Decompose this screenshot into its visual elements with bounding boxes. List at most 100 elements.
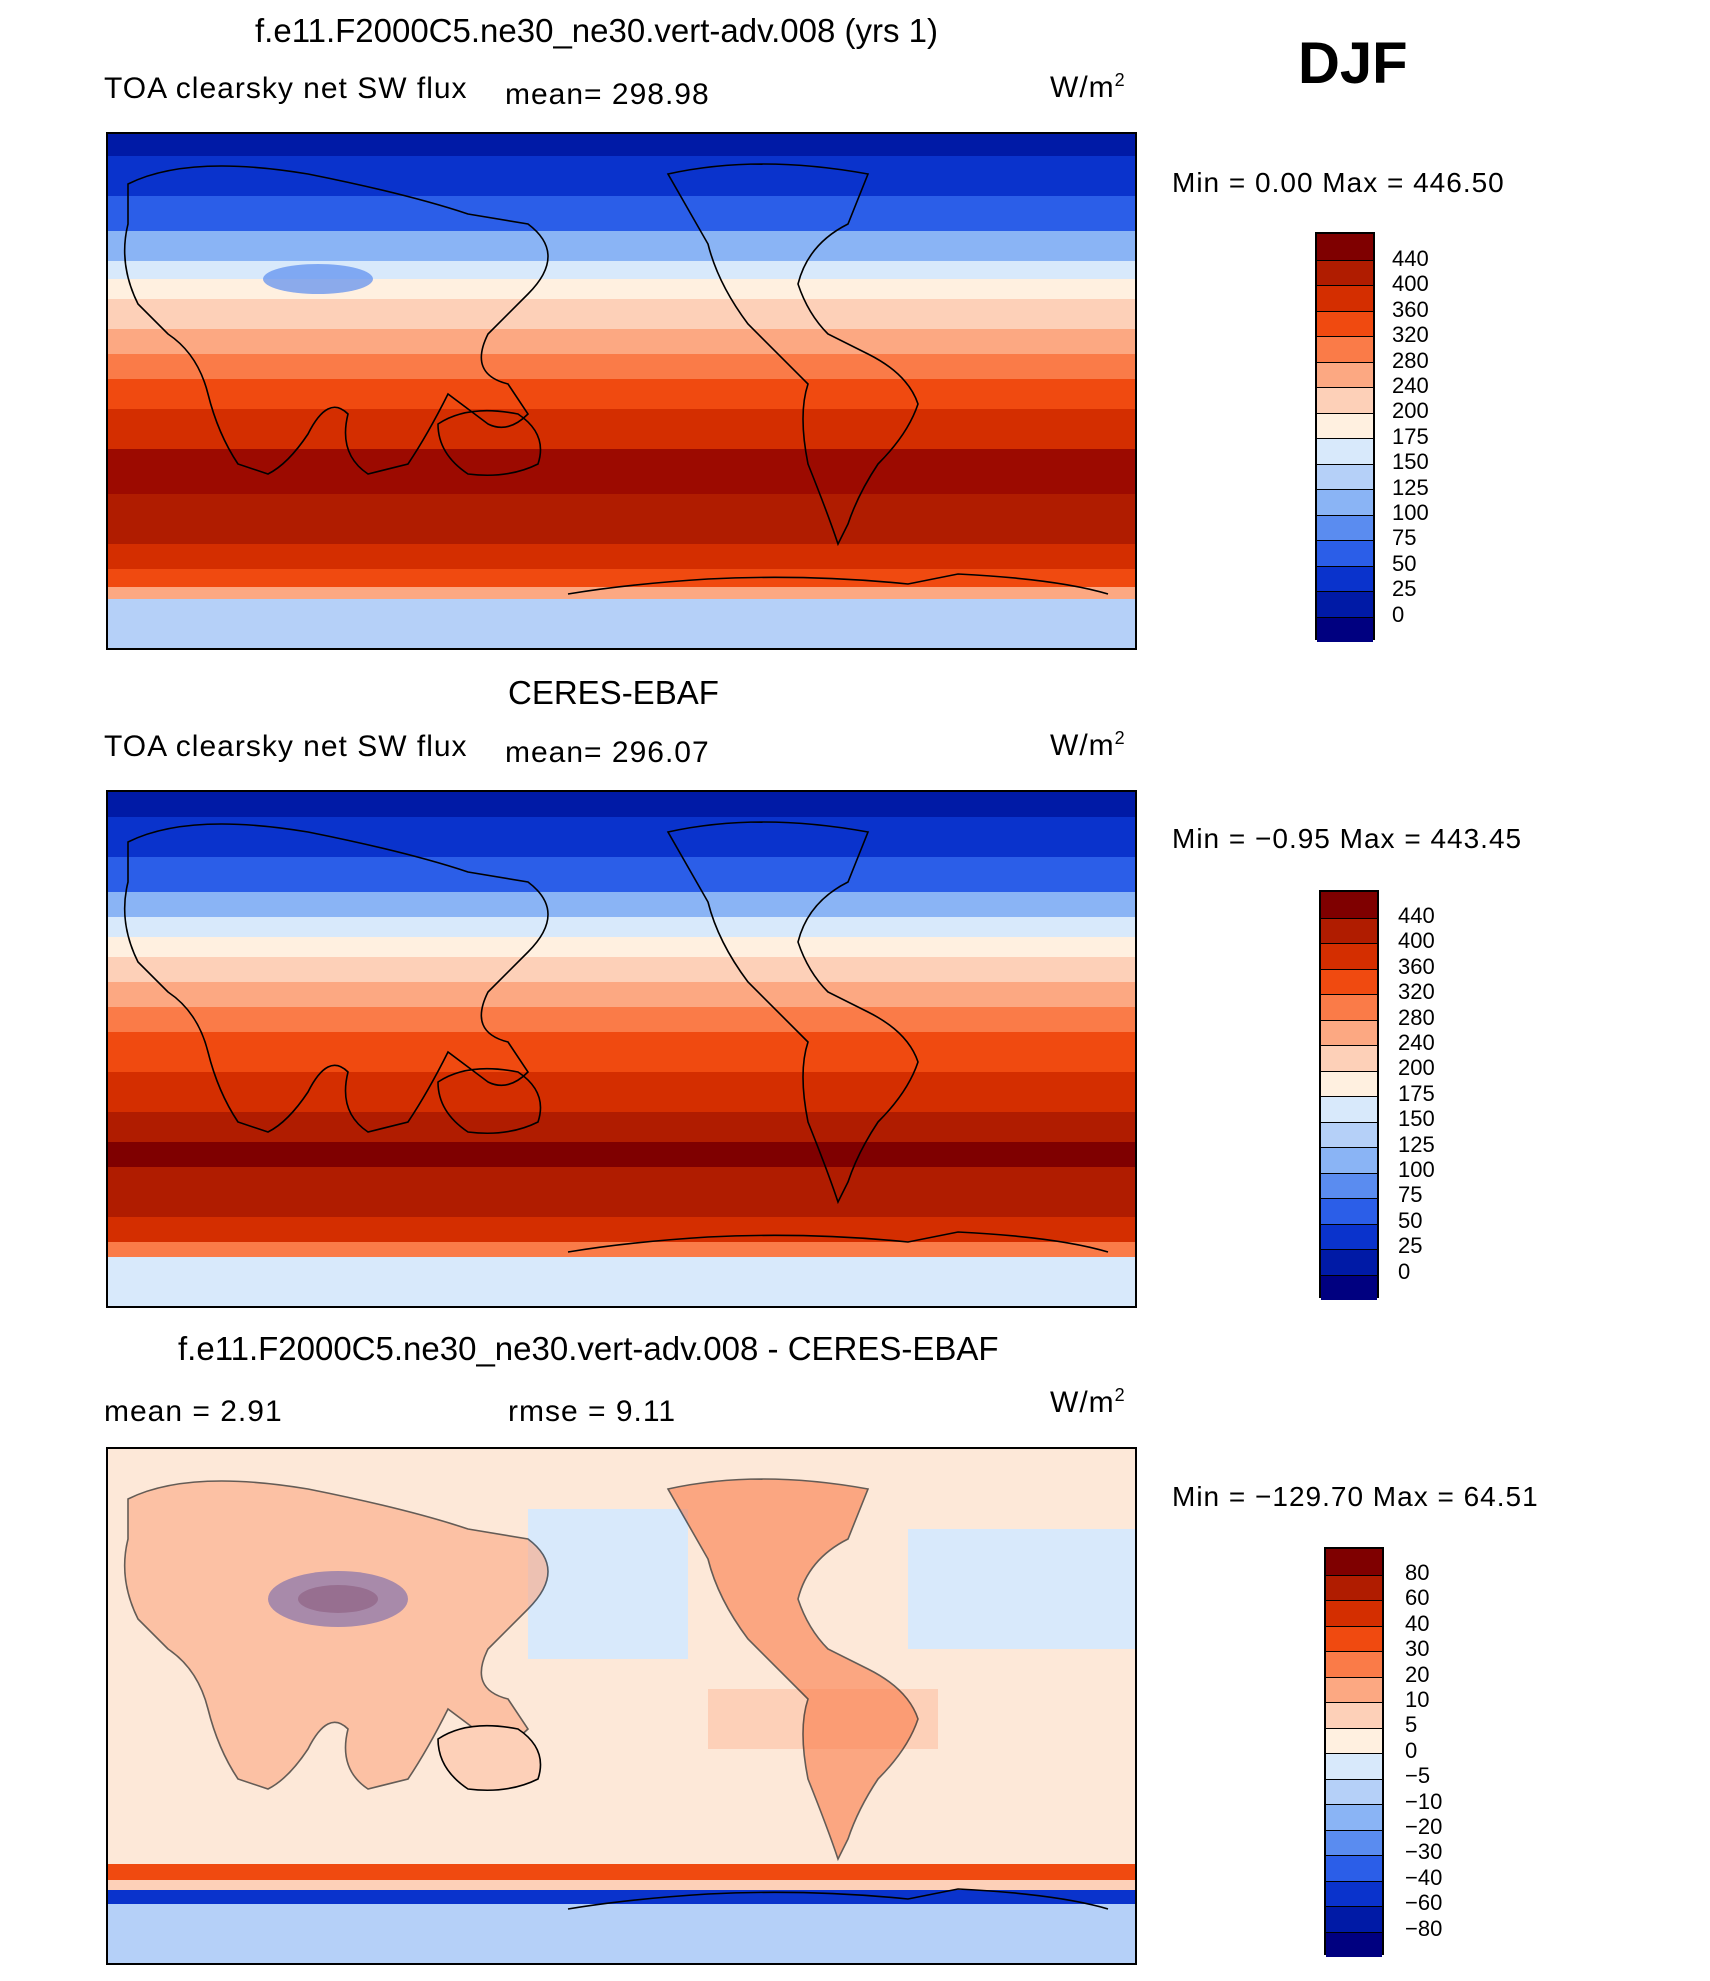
colorbar-swatch [1317,565,1373,591]
colorbar-swatch [1321,1147,1377,1173]
colorbar-tick-label: −20 [1405,1814,1443,1839]
colorbar-swatch [1326,1753,1382,1779]
panel-2-title: CERES-EBAF [508,674,719,711]
colorbar-tick-label: 40 [1405,1610,1430,1636]
colorbar-swatch [1326,1931,1382,1957]
colorbar-tick-label: 0 [1405,1737,1418,1763]
colorbar-swatch [1317,336,1373,362]
colorbar-tick-label: −80 [1405,1915,1443,1941]
colorbar-tick-label: 150 [1392,449,1429,475]
panel-3-map [106,1447,1137,1965]
colorbar-tick-label: 100 [1392,500,1429,525]
colorbar-tick-label: 280 [1398,1004,1435,1030]
colorbar-tick-label: 125 [1392,474,1429,500]
colorbar-tick-label: 80 [1405,1560,1430,1585]
colorbar-swatch [1326,1880,1382,1906]
colorbar-tick-label: −60 [1405,1890,1443,1916]
colorbar-tick-label: −5 [1405,1763,1431,1789]
colorbar-swatch [1326,1625,1382,1651]
colorbar-swatch [1317,285,1373,311]
panel-2-minmax: Min = −0.95 Max = 443.45 [1172,823,1523,854]
colorbar-swatch [1321,1249,1377,1275]
colorbar-tick-label: 440 [1392,246,1429,271]
colorbar-swatch [1326,1651,1382,1677]
colorbar-tick-label: 320 [1398,979,1435,1005]
panel-1-map [106,132,1137,650]
colorbar-tick-label: 400 [1392,271,1429,297]
colorbar-swatch [1326,1600,1382,1626]
colorbar-swatch [1317,616,1373,642]
colorbar-swatch [1317,540,1373,566]
colorbar-tick-label: 200 [1398,1055,1435,1081]
panel-1-units-label: W/m2 [1050,70,1126,104]
colorbar-tick-label: −10 [1405,1788,1443,1814]
panel-2-mean-label: mean= 296.07 [505,736,710,769]
panel-2-units-label: W/m2 [1050,728,1126,762]
panel-3-title: f.e11.F2000C5.ne30_ne30.vert-adv.008 - C… [178,1330,999,1367]
colorbar-tick-label: 60 [1405,1585,1430,1611]
colorbar-swatch [1326,1727,1382,1753]
panel-2-map-canvas [108,792,1135,1306]
colorbar-tick-label: 10 [1405,1687,1430,1712]
panel-1-mean-label: mean= 298.98 [505,78,710,111]
colorbar-tick-label: 150 [1398,1106,1435,1132]
panel-2-variable-label: TOA clearsky net SW flux [104,730,468,763]
colorbar-swatch [1326,1676,1382,1702]
colorbar-swatch [1317,234,1373,260]
colorbar-swatch [1321,968,1377,994]
colorbar-swatch [1326,1549,1382,1575]
colorbar-tick-label: 240 [1392,373,1429,398]
colorbar-swatch [1321,892,1377,918]
panel-1-map-canvas [108,134,1135,648]
colorbar-swatch [1321,1019,1377,1045]
colorbar-swatch [1317,489,1373,515]
colorbar-swatch [1317,387,1373,413]
colorbar-swatch [1321,1070,1377,1096]
colorbar-swatch [1317,463,1373,489]
colorbar-tick-label: 20 [1405,1661,1430,1687]
colorbar-tick-label: 50 [1392,550,1417,576]
colorbar-tick-label: 25 [1392,576,1417,602]
colorbar-tick-label: 0 [1398,1258,1411,1284]
colorbar-swatch [1321,1274,1377,1300]
colorbar-swatch [1321,943,1377,969]
colorbar-swatch [1317,361,1373,387]
colorbar-tick-label: 280 [1392,347,1429,373]
panel-3-minmax: Min = −129.70 Max = 64.51 [1172,1481,1539,1512]
colorbar-tick-label: 75 [1392,525,1417,551]
colorbar-swatch [1321,1045,1377,1071]
colorbar-swatch [1317,438,1373,464]
panel-3-mean-label: mean = 2.91 [104,1395,283,1428]
panel-1-variable-label: TOA clearsky net SW flux [104,72,468,105]
colorbar-tick-label: 175 [1392,423,1429,449]
colorbar-tick-label: 100 [1398,1157,1435,1182]
colorbar-tick-label: 360 [1398,953,1435,979]
colorbar-swatch [1321,1096,1377,1122]
colorbar-swatch [1321,1121,1377,1147]
colorbar-swatch [1321,994,1377,1020]
panel-2-colorbar [1319,890,1379,1300]
panel-1-title: f.e11.F2000C5.ne30_ne30.vert-adv.008 (yr… [255,12,939,49]
colorbar-swatch [1321,1198,1377,1224]
colorbar-tick-label: 50 [1398,1207,1423,1233]
colorbar-swatch [1326,1574,1382,1600]
panel-3-map-canvas [108,1449,1135,1963]
colorbar-swatch [1326,1702,1382,1728]
colorbar-tick-label: 25 [1398,1233,1423,1259]
colorbar-swatch [1321,1223,1377,1249]
colorbar-swatch [1326,1829,1382,1855]
colorbar-tick-label: 400 [1398,928,1435,954]
colorbar-tick-label: 360 [1392,296,1429,322]
colorbar-tick-label: −30 [1405,1839,1443,1865]
colorbar-tick-label: 30 [1405,1636,1430,1662]
colorbar-swatch [1326,1906,1382,1932]
season-label: DJF [1298,31,1408,96]
colorbar-swatch [1326,1804,1382,1830]
colorbar-tick-label: 5 [1405,1712,1418,1738]
colorbar-tick-label: 320 [1392,322,1429,348]
colorbar-tick-label: −40 [1405,1864,1443,1890]
colorbar-tick-label: 200 [1392,398,1429,424]
colorbar-swatch [1326,1778,1382,1804]
colorbar-tick-label: 125 [1398,1131,1435,1157]
colorbar-swatch [1317,310,1373,336]
